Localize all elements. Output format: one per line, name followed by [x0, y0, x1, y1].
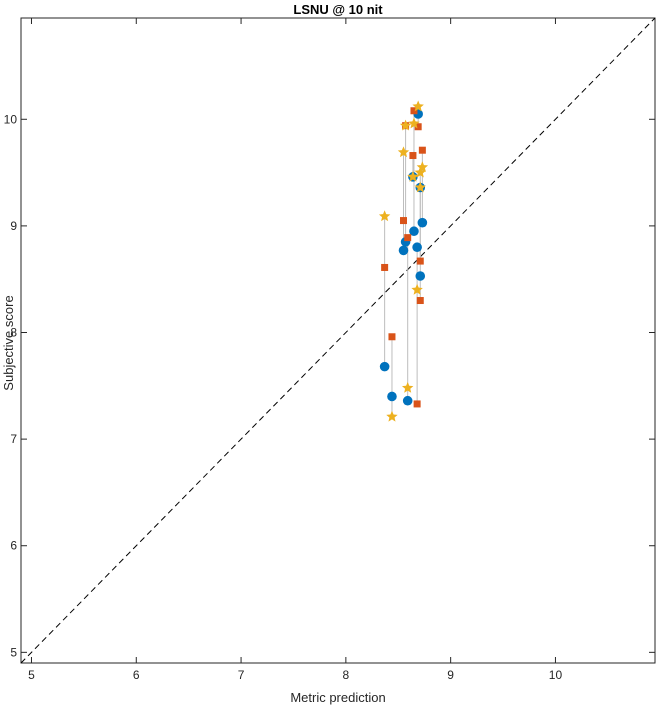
chart-title: LSNU @ 10 nit — [293, 2, 383, 17]
y-tick-label: 6 — [10, 539, 17, 553]
square-marker — [399, 217, 407, 225]
star-marker — [414, 181, 426, 193]
y-tick-label: 10 — [4, 112, 18, 126]
circle-marker — [402, 395, 413, 406]
y-tick-label: 7 — [10, 432, 17, 446]
square-marker — [381, 263, 389, 271]
y-tick-label: 9 — [10, 219, 17, 233]
x-tick-label: 7 — [238, 668, 245, 682]
square-marker — [388, 333, 396, 341]
y-tick-label: 5 — [10, 645, 17, 659]
circle-marker — [387, 391, 397, 402]
star-marker — [414, 166, 426, 178]
square-marker — [410, 107, 418, 115]
plot-area: 5 6 7 8 9 10 5 6 7 8 9 10 — [4, 17, 656, 682]
star-marker — [407, 170, 419, 182]
star-marker — [378, 210, 391, 222]
x-tick-label: 8 — [343, 668, 350, 682]
square-marker — [404, 234, 412, 242]
square-marker — [416, 297, 424, 305]
identity-dashed-line — [20, 17, 656, 664]
x-tick-label: 5 — [28, 668, 35, 682]
star-marker — [408, 117, 420, 129]
x-tick-label: 10 — [549, 668, 563, 682]
star-marker — [412, 100, 424, 112]
circle-marker — [412, 242, 422, 253]
star-marker — [411, 283, 423, 295]
square-marker — [409, 152, 417, 160]
x-axis-label: Metric prediction — [290, 690, 385, 705]
circle-marker — [415, 271, 426, 281]
circle-marker — [409, 226, 419, 237]
circle-marker — [398, 245, 409, 256]
square-marker — [413, 400, 421, 408]
y-axis-label: Subjective score — [1, 295, 16, 390]
star-marker — [401, 381, 414, 393]
star-marker — [397, 146, 410, 158]
circle-marker — [417, 217, 428, 228]
star-marker — [386, 410, 398, 422]
square-marker — [418, 146, 426, 154]
star-marker — [416, 161, 429, 173]
circle-marker — [379, 361, 390, 372]
x-tick-label: 9 — [447, 668, 454, 682]
y-tick-label: 8 — [10, 326, 17, 340]
x-tick-label: 6 — [133, 668, 140, 682]
square-marker — [414, 123, 422, 131]
star-marker — [399, 119, 412, 131]
square-marker — [416, 257, 424, 265]
